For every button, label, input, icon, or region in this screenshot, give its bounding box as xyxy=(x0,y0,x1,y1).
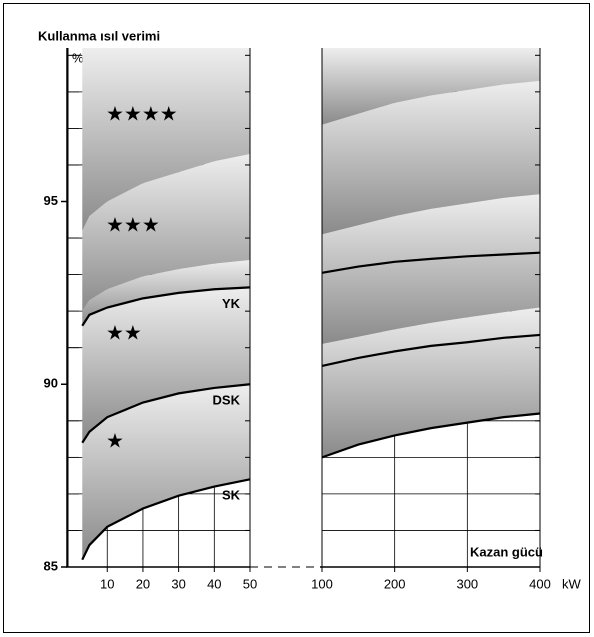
curve xyxy=(321,333,541,368)
curve xyxy=(321,251,541,274)
x-tick-label: 200 xyxy=(384,576,406,591)
curve-label: DSK xyxy=(213,393,241,408)
band xyxy=(82,384,251,560)
curve-label: YK xyxy=(222,296,241,311)
band xyxy=(322,307,540,458)
band xyxy=(82,48,251,231)
y-tick-label: 85 xyxy=(44,558,58,573)
y-tick-label: 90 xyxy=(44,376,58,391)
band xyxy=(82,287,251,443)
curve xyxy=(81,478,251,561)
x-tick-label: 400 xyxy=(529,576,551,591)
x-tick-label: 40 xyxy=(207,576,221,591)
x-tick-label: 10 xyxy=(100,576,114,591)
x-unit: kW xyxy=(562,576,582,591)
curve xyxy=(81,383,251,444)
star-rating: ★★★ xyxy=(106,214,160,236)
x-tick-label: 100 xyxy=(311,576,333,591)
curve-label: SK xyxy=(222,488,241,503)
x-tick-label: 50 xyxy=(243,576,257,591)
x-tick-label: 20 xyxy=(136,576,150,591)
chart-title: Kullanma ısıl verimi xyxy=(38,28,160,43)
star-rating: ★ xyxy=(106,430,124,452)
curve xyxy=(81,286,251,327)
x-tick-label: 300 xyxy=(456,576,478,591)
star-rating: ★★★★ xyxy=(106,103,178,125)
x-axis-label: Kazan gücü xyxy=(470,544,543,559)
band xyxy=(322,48,540,125)
band xyxy=(322,80,540,235)
x-tick-label: 30 xyxy=(171,576,185,591)
band xyxy=(82,259,251,326)
y-axis-label: % xyxy=(72,50,84,65)
frame xyxy=(3,3,590,633)
star-rating: ★★ xyxy=(106,322,142,344)
y-tick-label: 95 xyxy=(44,193,58,208)
curve xyxy=(321,412,541,459)
band xyxy=(82,153,251,312)
band xyxy=(322,194,540,345)
